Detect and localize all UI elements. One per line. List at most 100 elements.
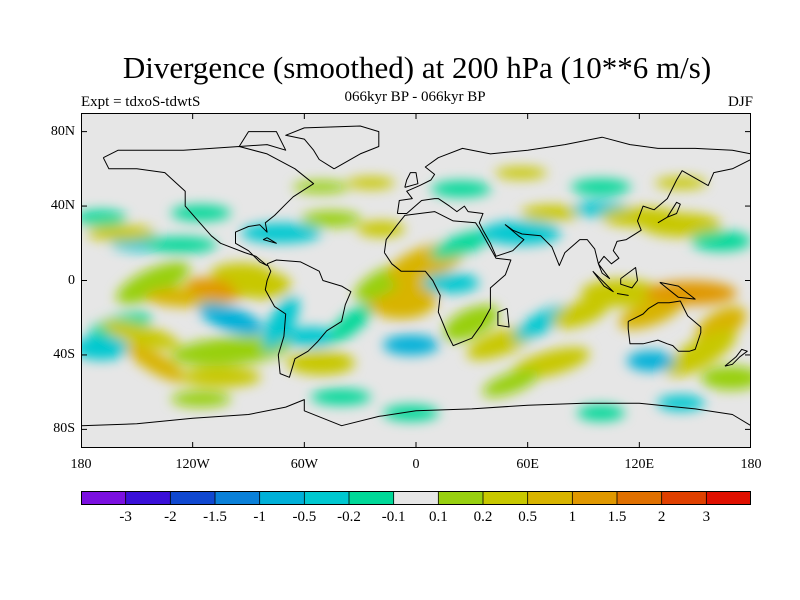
divergence-patch [181,367,261,387]
colorbar-label: -1 [253,509,266,525]
divergence-patch [186,277,246,301]
divergence-patch [655,177,707,189]
experiment-label: Expt = tdxoS-tdwtS [81,94,201,110]
divergence-patch [641,213,721,237]
divergence-patch [231,271,291,299]
divergence-patch [171,391,231,407]
colorbar-label: 0.5 [518,509,538,525]
colorbar-swatch [572,491,618,505]
period-label: 066kyr BP - 066kyr BP [344,89,486,105]
divergence-patch [102,320,180,350]
coastline-path [592,270,614,293]
divergence-patch [665,329,737,377]
coastline-path [285,125,380,170]
colorbar-label: -3 [119,509,132,525]
coastline-path [616,293,629,296]
colorbar-label: 3 [702,509,711,525]
lon-label: 0 [412,457,420,472]
lon-label: 60W [290,457,318,472]
divergence-patch [87,225,155,241]
divergence-patch [287,351,355,375]
divergence-patch [241,223,321,243]
colorbar-label: -1.5 [203,509,227,525]
divergence-patch [571,179,631,195]
divergence-patch [171,205,231,221]
divergence-patch [283,327,339,347]
divergence-patch [482,369,540,397]
divergence-patch [577,405,625,421]
coastline-path [396,136,751,214]
colorbar-swatch [349,491,395,505]
coastline-path [627,300,702,352]
divergence-field [81,167,751,421]
colorbar-swatch [393,491,439,505]
colorbar-swatch [81,491,127,505]
divergence-patch [116,261,190,305]
lon-label: 60E [516,457,539,472]
divergence-patch [311,389,371,405]
divergence-patch [521,205,581,221]
colorbar-swatch [661,491,707,505]
divergence-patch [481,221,561,245]
colorbar-label: 1.5 [607,509,627,525]
divergence-patch [328,303,374,343]
colorbar-swatch [483,491,529,505]
coastline-path [659,281,696,300]
colorbar-swatch [259,491,305,505]
lat-label: 80N [50,123,75,139]
colorbar-swatch [125,491,171,505]
lat-label: 80S [53,421,75,437]
divergence-patch [701,366,751,390]
coastline-path [657,201,681,224]
colorbar-swatch [527,491,573,505]
coastline-path [262,237,277,244]
divergence-patch [627,351,675,371]
divergence-patch [81,210,127,226]
map-canvas [80,113,752,448]
coastline-path [724,348,748,367]
divergence-patch [81,336,129,360]
colorbar-label: 0.2 [473,509,493,525]
colorbar-swatch [706,491,751,505]
colorbar-label: -0.5 [292,509,317,525]
lon-label: 120W [175,457,210,472]
colorbar-swatch [438,491,484,505]
colorbar-frame [81,491,751,505]
divergence-patch [145,237,217,253]
coastline-path [383,211,512,347]
lon-label: 120E [624,457,655,472]
divergence-patch [430,230,492,260]
coastline-path [404,172,419,188]
colorbar-swatch [617,491,663,505]
lat-label: 40S [53,346,75,362]
divergence-patch [126,343,186,383]
divergence-patch [691,231,751,251]
divergence-patch [581,279,661,307]
divergence-patch [198,302,264,336]
divergence-patch [171,336,291,366]
colorbar-swatch [215,491,261,505]
lat-label: 0 [68,272,75,288]
chart-title: Divergence (smoothed) at 200 hPa (10**6 … [122,50,712,85]
divergence-patch [262,296,300,350]
divergence-patch [357,221,405,237]
lon-label: 180 [740,457,762,472]
coastline-path [81,399,751,427]
divergence-patch [347,177,395,189]
divergence-patch [645,281,737,305]
colorbar-swatch [304,491,350,505]
divergence-patch [495,167,547,179]
coastline-path [102,146,315,267]
colorbar-swatch [170,491,216,505]
coastline-path [620,267,638,289]
colorbar [81,491,751,505]
lat-label: 40N [50,198,75,214]
coastline-path [397,159,751,280]
season-label: DJF [727,94,753,110]
colorbar-label: -0.1 [381,509,406,525]
divergence-patch [293,181,349,193]
divergence-patch [383,335,439,355]
coastline-path [238,131,287,151]
colorbar-label: 1 [568,509,577,525]
divergence-patch [443,305,499,341]
